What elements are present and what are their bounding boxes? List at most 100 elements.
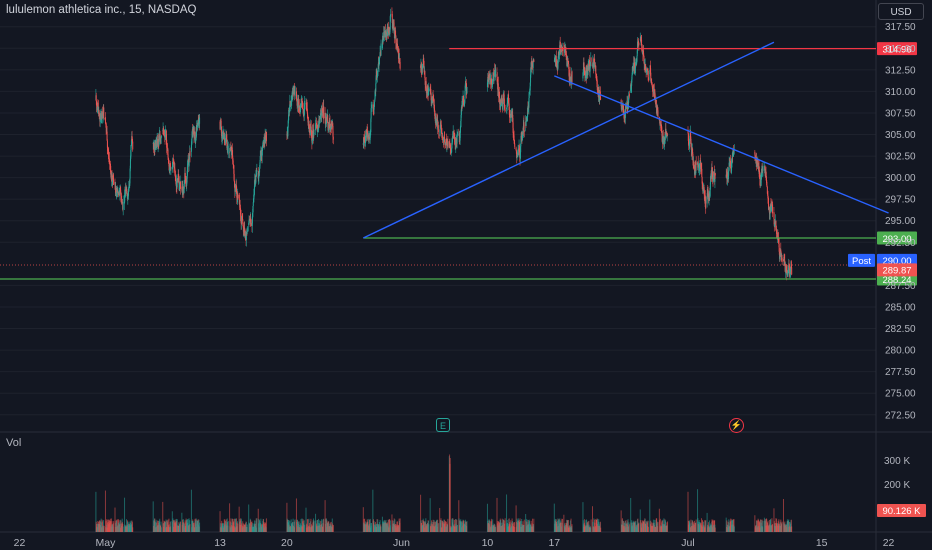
candle-body: [790, 261, 792, 268]
candle-body: [166, 139, 168, 148]
candle-body: [788, 263, 790, 270]
candle-body: [464, 90, 466, 100]
candle-body: [768, 204, 770, 210]
candle-body: [164, 134, 166, 137]
candle-body: [558, 51, 560, 56]
candle-body: [369, 133, 371, 141]
candle-body: [726, 178, 728, 180]
candle-body: [502, 104, 504, 110]
candle-body: [621, 106, 623, 109]
candle-body: [433, 98, 435, 106]
candle-body: [652, 88, 654, 91]
candle-body: [387, 27, 389, 33]
candle-body: [315, 123, 317, 125]
candle-body: [424, 77, 426, 85]
volume-bar: [790, 519, 792, 532]
candle-body: [759, 176, 761, 179]
candle-body: [319, 113, 321, 120]
candle-body: [451, 141, 453, 144]
volume-bar: [132, 527, 134, 532]
last-price-label: 289.87: [882, 265, 911, 276]
candle-body: [701, 183, 703, 185]
candle-body: [555, 56, 557, 63]
candle-body: [441, 128, 443, 134]
candle-body: [710, 177, 712, 178]
candle-body: [103, 107, 105, 118]
candle-body: [162, 128, 164, 130]
candle-body: [517, 149, 519, 151]
volume-bar: [430, 520, 432, 532]
candle-body: [259, 162, 261, 169]
candle-body: [487, 76, 489, 78]
candle-body: [568, 68, 570, 77]
candle-body: [263, 137, 265, 146]
candle-body: [486, 82, 488, 88]
candle-body: [571, 71, 573, 83]
candle-body: [265, 131, 267, 141]
time-tick-label: Jul: [681, 537, 694, 549]
candle-body: [308, 127, 310, 131]
candle-body: [496, 74, 498, 78]
candle-body: [258, 177, 260, 179]
candle-body: [515, 147, 517, 151]
candle-body: [440, 120, 442, 125]
dividend-event-icon[interactable]: ⚡: [729, 418, 744, 433]
candle-body: [98, 107, 100, 114]
volume-label[interactable]: Vol: [6, 437, 22, 449]
candle-body: [707, 189, 709, 196]
candle-body: [160, 135, 162, 138]
candle-body: [623, 116, 625, 119]
candle-body: [252, 206, 254, 213]
candle-body: [644, 65, 646, 67]
earnings-event-icon[interactable]: E: [436, 418, 450, 432]
candle-body: [312, 130, 314, 137]
volume-bar: [503, 519, 505, 532]
volume-bar: [394, 519, 396, 532]
volume-bar: [332, 525, 334, 532]
candle-body: [287, 120, 289, 128]
candle-body: [162, 128, 164, 132]
candle-body: [259, 168, 261, 173]
candle-body: [442, 139, 444, 141]
volume-bar: [500, 520, 502, 532]
volume-bar: [232, 518, 234, 532]
candle-body: [710, 177, 712, 183]
volume-bar: [532, 518, 534, 532]
candle-body: [500, 104, 502, 105]
currency-button[interactable]: USD: [878, 3, 924, 20]
candle-body: [390, 14, 392, 17]
candle-body: [523, 130, 525, 133]
candle-body: [554, 59, 556, 61]
volume-bar: [370, 522, 372, 532]
volume-bar: [234, 518, 236, 532]
candle-body: [436, 120, 438, 125]
candle-body: [773, 212, 775, 220]
time-tick-label: Jun: [393, 537, 410, 549]
candle-body: [155, 146, 157, 148]
chart-title[interactable]: lululemon athletica inc., 15, NASDAQ: [6, 4, 197, 16]
candle-body: [688, 143, 690, 146]
candle-body: [130, 140, 132, 146]
candle-body: [199, 117, 201, 124]
candle-body: [428, 87, 430, 91]
candle-body: [296, 101, 298, 106]
candle-body: [500, 104, 502, 108]
candle-body: [302, 103, 304, 111]
candle-body: [636, 60, 638, 65]
candle-body: [236, 192, 238, 198]
volume-bar: [791, 526, 793, 532]
volume-bar: [600, 527, 602, 532]
candle-body: [523, 122, 525, 131]
volume-bar: [321, 520, 323, 532]
volume-bar: [313, 520, 315, 532]
candle-body: [786, 270, 788, 275]
candle-body: [120, 187, 122, 192]
candle-body: [310, 123, 312, 127]
candle-body: [593, 63, 595, 68]
candle-body: [219, 123, 221, 130]
candle-body: [105, 127, 107, 132]
candle-body: [173, 163, 175, 169]
candle-body: [712, 178, 714, 183]
candle-body: [308, 121, 310, 128]
